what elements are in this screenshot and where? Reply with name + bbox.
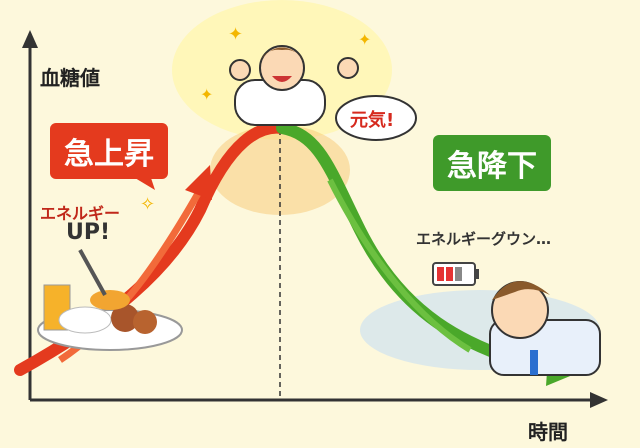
sparkle-icon: ✧ xyxy=(140,194,155,215)
sparkle-icon: ✦ xyxy=(200,85,213,104)
y-axis-arrow-icon xyxy=(22,30,38,48)
x-axis-arrow-icon xyxy=(590,392,608,408)
food-plate-illustration xyxy=(37,249,183,351)
rise-callout: 急上昇 xyxy=(50,123,168,179)
energetic-text: 元気! xyxy=(350,110,395,131)
sparkle-icon: ✦ xyxy=(228,24,243,45)
rise-arrowhead-icon xyxy=(185,165,212,200)
fall-callout: 急降下 xyxy=(433,135,551,191)
x-axis-label: 時間 xyxy=(528,420,568,444)
energy-up-text-line2: UP! xyxy=(66,220,111,245)
energy-up-text-line1: エネルギー xyxy=(40,204,121,223)
low-battery-icon xyxy=(432,262,479,286)
tired-person-illustration xyxy=(489,281,601,376)
y-axis-label: 血糖値 xyxy=(40,66,100,90)
sparkle-icon: ✦ xyxy=(358,30,371,49)
fall-curve-secondary xyxy=(327,178,472,353)
energy-down-text: エネルギーグウン… xyxy=(416,230,552,248)
energetic-person-illustration xyxy=(229,45,359,126)
speech-bubble xyxy=(335,95,417,141)
